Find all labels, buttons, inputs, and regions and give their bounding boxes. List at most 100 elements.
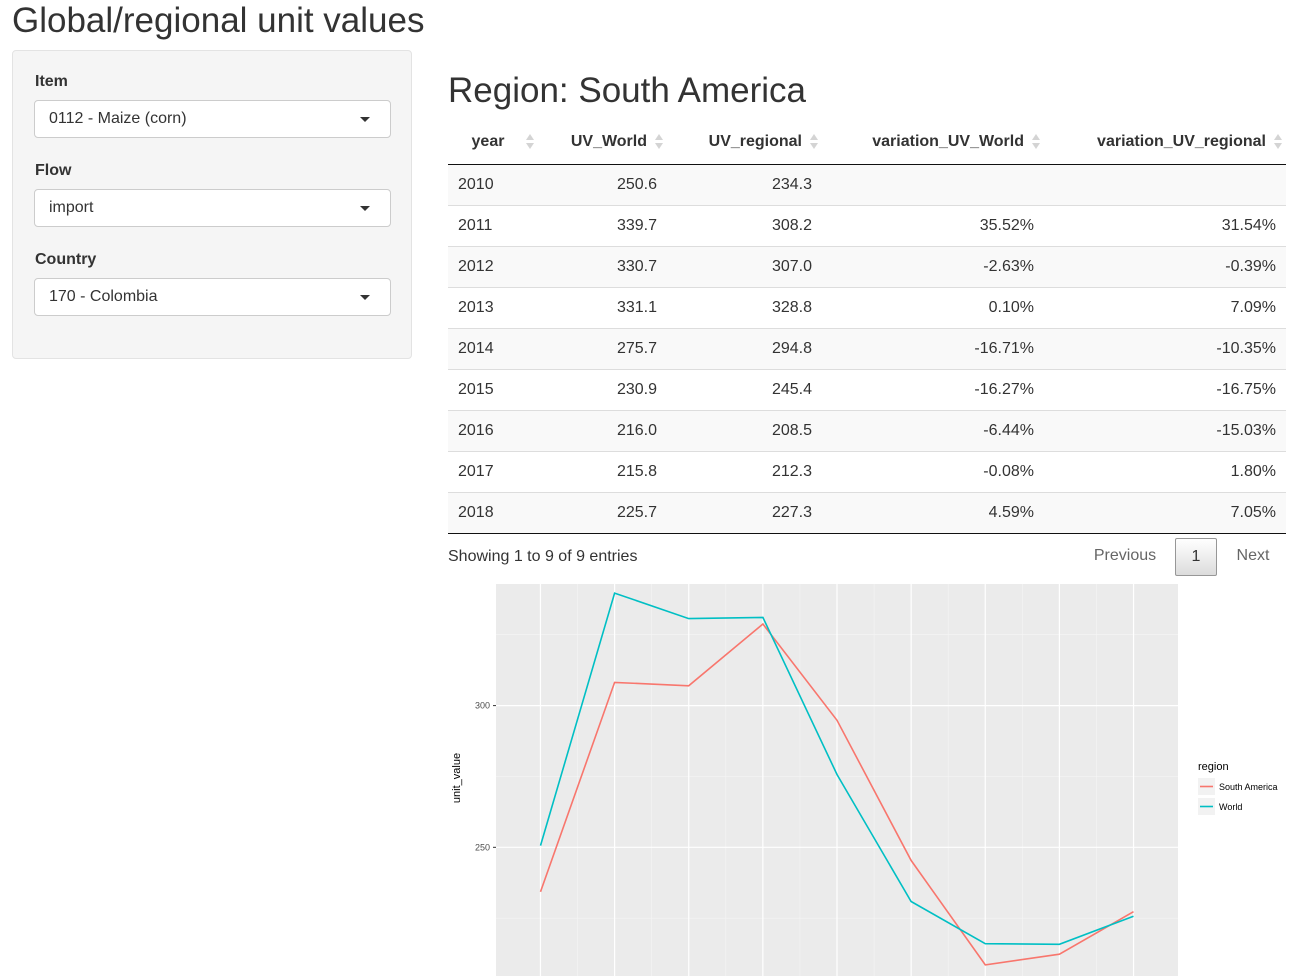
cell-uv-regional: 307.0 (667, 245, 822, 287)
sort-icon (526, 134, 534, 151)
series-line-south-america (539, 622, 1134, 966)
table-row: 2016 216.0 208.5 -6.44% -15.03% (448, 409, 1286, 451)
column-header-uv-regional[interactable]: UV_regional (667, 121, 822, 165)
app-title: Global/regional unit values (12, 1, 425, 40)
table-row: 2011 339.7 308.2 35.52% 31.54% (448, 204, 1286, 246)
cell-uv-world: 215.8 (538, 450, 667, 492)
cell-variation-uv-world: -2.63% (822, 245, 1044, 287)
column-header-label: UV_World (570, 133, 647, 151)
unit-values-table: year UV_World UV_regional variation_UV_W… (448, 121, 1286, 534)
cell-uv-world: 230.9 (538, 368, 667, 410)
legend-label: World (1219, 802, 1242, 812)
table-row: 2018 225.7 227.3 4.59% 7.05% (448, 491, 1286, 533)
cell-uv-world: 216.0 (538, 409, 667, 451)
column-header-label: variation_UV_World (872, 133, 1024, 151)
chevron-down-icon (360, 206, 370, 211)
item-label: Item (35, 73, 68, 90)
column-header-variation-uv-regional[interactable]: variation_UV_regional (1044, 121, 1286, 165)
next-page-button[interactable]: Next (1236, 547, 1270, 564)
cell-uv-regional: 294.8 (667, 327, 822, 369)
item-select[interactable]: 0112 - Maize (corn) (34, 100, 391, 138)
cell-variation-uv-world: 4.59% (822, 491, 1044, 533)
sort-icon (810, 134, 818, 151)
flow-select[interactable]: import (34, 189, 391, 227)
region-title: Region: South America (448, 71, 806, 110)
table-row: 2013 331.1 328.8 0.10% 7.09% (448, 286, 1286, 328)
cell-variation-uv-world: -16.27% (822, 368, 1044, 410)
cell-variation-uv-world (822, 164, 1044, 205)
cell-year: 2015 (448, 368, 538, 410)
sidebar-panel: Item 0112 - Maize (corn) Flow import Cou… (12, 50, 412, 359)
cell-year: 2011 (448, 204, 538, 246)
page-1-button[interactable]: 1 (1175, 538, 1217, 576)
cell-variation-uv-regional: 1.80% (1044, 450, 1286, 492)
y-axis-ticks: 250 300 (475, 701, 496, 852)
cell-uv-regional: 208.5 (667, 409, 822, 451)
cell-uv-world: 331.1 (538, 286, 667, 328)
legend: region South America World (1198, 761, 1278, 815)
country-label: Country (35, 251, 97, 268)
cell-year: 2016 (448, 409, 538, 451)
cell-variation-uv-regional: -10.35% (1044, 327, 1286, 369)
table-row: 2010 250.6 234.3 (448, 164, 1286, 205)
column-header-label: variation_UV_regional (1097, 133, 1266, 151)
cell-variation-uv-regional: -0.39% (1044, 245, 1286, 287)
cell-year: 2013 (448, 286, 538, 328)
cell-variation-uv-regional (1044, 164, 1286, 205)
cell-variation-uv-regional: -15.03% (1044, 409, 1286, 451)
cell-uv-world: 225.7 (538, 491, 667, 533)
cell-year: 2014 (448, 327, 538, 369)
table-row: 2017 215.8 212.3 -0.08% 1.80% (448, 450, 1286, 492)
cell-year: 2017 (448, 450, 538, 492)
unit-value-line-chart: 250 300 unit_value region South America Wo… (451, 584, 1278, 976)
sort-icon (1274, 134, 1282, 151)
cell-year: 2012 (448, 245, 538, 287)
gridlines (496, 584, 1178, 976)
cell-variation-uv-world: 0.10% (822, 286, 1044, 328)
item-select-value: 0112 - Maize (corn) (49, 110, 187, 127)
y-tick-label: 250 (475, 842, 490, 852)
cell-uv-world: 275.7 (538, 327, 667, 369)
sort-icon (655, 134, 663, 151)
flow-select-value: import (49, 199, 94, 216)
chevron-down-icon (360, 295, 370, 300)
cell-uv-regional: 227.3 (667, 491, 822, 533)
column-header-variation-uv-world[interactable]: variation_UV_World (822, 121, 1044, 165)
series-lines (539, 592, 1134, 966)
cell-variation-uv-world: -6.44% (822, 409, 1044, 451)
series-line-world (539, 592, 1134, 946)
cell-variation-uv-regional: -16.75% (1044, 368, 1286, 410)
country-select-value: 170 - Colombia (49, 288, 158, 305)
chevron-down-icon (360, 117, 370, 122)
cell-variation-uv-world: -0.08% (822, 450, 1044, 492)
cell-uv-regional: 212.3 (667, 450, 822, 492)
sort-icon (1032, 134, 1040, 151)
y-tick-label: 300 (475, 701, 490, 711)
flow-label: Flow (35, 162, 72, 179)
previous-page-button[interactable]: Previous (1093, 547, 1157, 564)
cell-uv-regional: 245.4 (667, 368, 822, 410)
column-header-uv-world[interactable]: UV_World (538, 121, 667, 165)
cell-variation-uv-world: 35.52% (822, 204, 1044, 246)
table-row: 2014 275.7 294.8 -16.71% -10.35% (448, 327, 1286, 369)
cell-uv-regional: 234.3 (771, 175, 812, 193)
table-row: 2012 330.7 307.0 -2.63% -0.39% (448, 245, 1286, 287)
cell-variation-uv-world: -16.71% (822, 327, 1044, 369)
cell-uv-regional: 308.2 (667, 204, 822, 246)
column-header-label: year (471, 133, 505, 151)
column-header-label: UV_regional (708, 133, 802, 151)
country-select[interactable]: 170 - Colombia (34, 278, 391, 316)
table-info: Showing 1 to 9 of 9 entries (448, 548, 638, 565)
cell-year: 2010 (458, 175, 494, 193)
cell-variation-uv-regional: 7.09% (1044, 286, 1286, 328)
cell-variation-uv-regional: 7.05% (1044, 491, 1286, 533)
column-header-year[interactable]: year (448, 121, 538, 165)
cell-uv-world: 339.7 (538, 204, 667, 246)
cell-uv-world: 250.6 (616, 175, 657, 193)
table-row: 2015 230.9 245.4 -16.27% -16.75% (448, 368, 1286, 410)
y-axis-label: unit_value (451, 753, 463, 803)
cell-uv-world: 330.7 (538, 245, 667, 287)
cell-variation-uv-regional: 31.54% (1044, 204, 1286, 246)
cell-year: 2018 (448, 491, 538, 533)
legend-label: South America (1219, 782, 1278, 792)
